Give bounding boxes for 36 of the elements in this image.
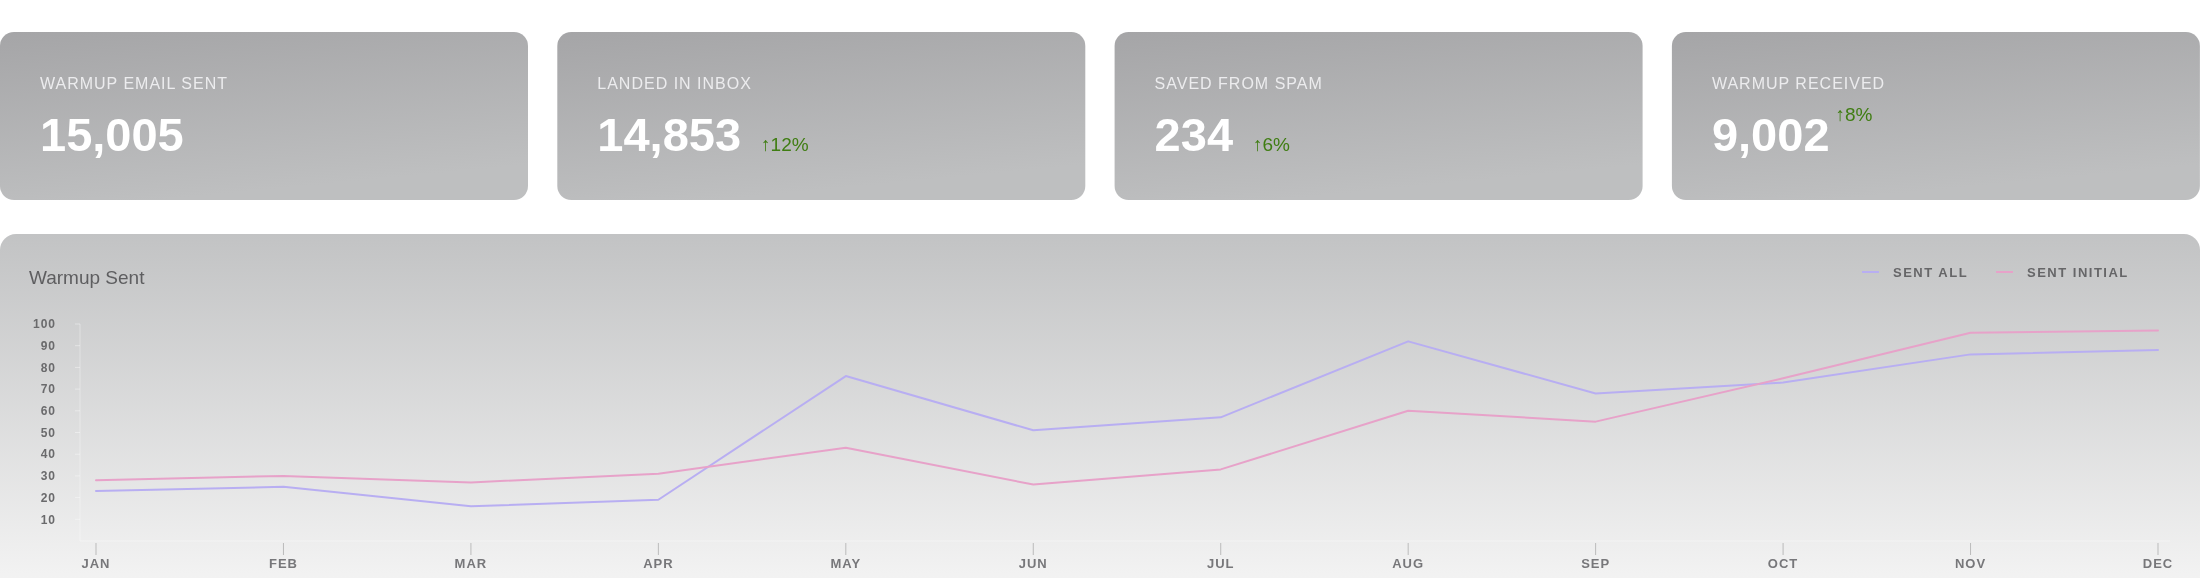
text: WARMUP RECEIVED — [1711, 75, 1886, 92]
text: ↑6% — [1253, 134, 1291, 155]
x-tick-label: DEC — [2142, 556, 2174, 571]
x-tick-label: SEP — [1581, 556, 1611, 571]
text: 15,005 — [40, 108, 184, 161]
x-tick-label: MAY — [830, 556, 862, 571]
y-tick-label: 100 — [32, 317, 56, 332]
y-tick-label: 30 — [40, 469, 56, 484]
x-tick-label: JUL — [1206, 556, 1235, 571]
y-tick-label: 80 — [40, 360, 56, 375]
y-tick-label: 40 — [40, 447, 56, 462]
x-tick-label: OCT — [1767, 556, 1799, 571]
chart-title: Warmup Sent — [29, 267, 146, 288]
line-series — [95, 329, 2159, 486]
x-tick-label: APR — [643, 556, 674, 571]
y-tick-label: 70 — [40, 382, 56, 397]
legend-label: SENT ALL — [1893, 264, 1969, 280]
y-tick-label: 90 — [40, 338, 56, 353]
y-tick-label: 20 — [40, 490, 56, 505]
text: 14,853 — [597, 108, 742, 161]
text: LANDED IN INBOX — [597, 75, 752, 92]
y-tick-label: 10 — [40, 512, 56, 527]
x-tick-label: JAN — [81, 556, 111, 571]
text: SAVED FROM SPAM — [1154, 75, 1323, 92]
x-tick-label: NOV — [1954, 556, 1987, 571]
legend-label: SENT INITIAL — [2027, 264, 2129, 280]
x-tick-label: MAR — [454, 556, 488, 571]
text: ↑12% — [761, 134, 809, 155]
x-tick-label: FEB — [268, 556, 298, 571]
line-series — [95, 340, 2159, 508]
text: 234 — [1154, 108, 1234, 161]
y-tick-label: 60 — [40, 404, 56, 418]
text: WARMUP EMAIL SENT — [40, 75, 228, 92]
x-tick-label: JUN — [1018, 556, 1048, 571]
x-tick-label: AUG — [1392, 556, 1425, 571]
y-tick-label: 50 — [40, 425, 56, 440]
